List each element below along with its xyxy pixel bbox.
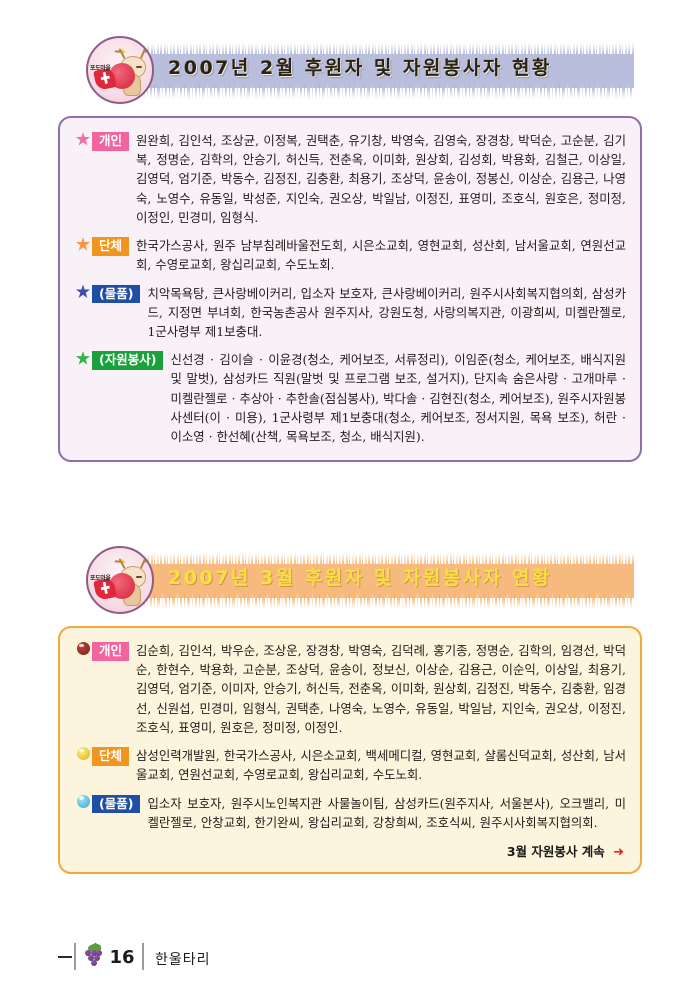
continue-note-label: 3월 자원봉사 계속	[506, 843, 605, 859]
entry-organization: 단체 삼성인력개발원, 한국가스공사, 시은소교회, 백세메디컬, 영현교회, …	[74, 746, 626, 784]
page-footer: 16 한울타리	[0, 940, 700, 974]
entry-text-goods: 치악목욕탕, 큰사랑베이커리, 입소자 보호자, 큰사랑베이커리, 원주시사회복…	[147, 285, 626, 339]
entry-volunteer: (자원봉사) 신선경 · 김이슬 · 이윤경(청소, 케어보조, 서류정리), …	[74, 350, 626, 446]
badge-cell: 개인	[92, 131, 130, 151]
brush-frill-bottom	[112, 594, 634, 610]
status-badge-goods: (물품)	[92, 794, 141, 814]
star-icon-blue	[75, 284, 91, 299]
badge-cell: (물품)	[92, 284, 141, 304]
star-icon-green	[75, 351, 91, 365]
badge-cell: 단체	[92, 746, 130, 766]
brush-frill-bottom	[112, 84, 634, 100]
sphere-icon-cyan	[76, 794, 90, 808]
content-box-march: 개인 김순희, 김인석, 박우순, 조상운, 장경창, 박영숙, 김덕례, 홍기…	[58, 626, 642, 874]
entry-goods: (물품) 치악목욕탕, 큰사랑베이커리, 입소자 보호자, 큰사랑베이커리, 원…	[74, 284, 626, 342]
entry-individual: 개인 원완희, 김인석, 조상균, 이정복, 권택춘, 유기창, 박영숙, 김영…	[74, 131, 626, 227]
continue-note: 3월 자원봉사 계속 ➜	[74, 841, 626, 860]
status-badge-individual: 개인	[92, 132, 130, 151]
status-badge-volunteer: (자원봉사)	[92, 351, 164, 370]
entry-text-individual: 김순희, 김인석, 박우순, 조상운, 장경창, 박영숙, 김덕례, 홍기종, …	[136, 643, 626, 735]
status-badge-individual: 개인	[92, 642, 130, 661]
entry-text-individual: 원완희, 김인석, 조상균, 이정복, 권택춘, 유기창, 박영숙, 김영숙, …	[136, 133, 626, 225]
grape-berries	[85, 950, 102, 969]
status-badge-goods: (물품)	[92, 284, 141, 304]
bullet-cell	[74, 794, 92, 808]
section-march: ✦ 포도마을 2007년 3월 후원자 및 자원봉사자 연황 개인 김순희, 김…	[0, 546, 700, 874]
badge-cell: (물품)	[92, 794, 141, 814]
entry-text-organization: 삼성인력개발원, 한국가스공사, 시은소교회, 백세메디컬, 영현교회, 샬롬신…	[136, 748, 626, 783]
banner-february: ✦ 포도마을 2007년 2월 후원자 및 자원봉사자 현황	[86, 36, 634, 108]
sphere-icon-yellow	[76, 747, 90, 761]
entry-goods: (물품) 입소자 보호자, 원주시노인복지관 사물놀이팀, 삼성카드(원주지사,…	[74, 794, 626, 832]
status-badge-organization: 단체	[92, 237, 130, 256]
entry-text-organization: 한국가스공사, 원주 남부침례바울전도회, 시은소교회, 영현교회, 성산회, …	[136, 238, 626, 273]
publication-name: 한울타리	[155, 952, 211, 968]
footer-rule	[58, 956, 72, 958]
bullet-cell	[74, 350, 92, 366]
bullet-cell	[74, 746, 92, 761]
page-number: 16	[109, 947, 135, 968]
grape-icon	[82, 942, 104, 970]
bullet-cell	[74, 641, 92, 655]
banner-title-march: 2007년 3월 후원자 및 자원봉사자 연황	[168, 567, 552, 589]
bullet-cell	[74, 284, 92, 300]
entry-text-goods: 입소자 보호자, 원주시노인복지관 사물놀이팀, 삼성카드(원주지사, 서울본사…	[147, 795, 626, 830]
badge-cell: 개인	[92, 641, 130, 661]
entry-text-volunteer: 신선경 · 김이슬 · 이윤경(청소, 케어보조, 서류정리), 이임준(청소,…	[170, 352, 626, 445]
badge-cell: 단체	[92, 236, 130, 256]
banner-march: ✦ 포도마을 2007년 3월 후원자 및 자원봉사자 연황	[86, 546, 634, 618]
entry-individual: 개인 김순희, 김인석, 박우순, 조상운, 장경창, 박영숙, 김덕례, 홍기…	[74, 641, 626, 737]
podomaeul-logo: ✦ 포도마을	[86, 36, 154, 104]
bullet-cell	[74, 236, 92, 252]
arrow-right-icon: ➜	[613, 844, 624, 860]
footer-divider-left	[74, 943, 76, 970]
logo-label: 포도마을	[90, 575, 111, 582]
banner-brush-texture	[112, 552, 634, 610]
status-badge-organization: 단체	[92, 747, 130, 766]
banner-brush-texture	[112, 42, 634, 100]
brush-core	[112, 564, 634, 598]
badge-cell: (자원봉사)	[92, 350, 164, 370]
content-box-february: 개인 원완희, 김인석, 조상균, 이정복, 권택춘, 유기창, 박영숙, 김영…	[58, 116, 642, 463]
banner-title-february: 2007년 2월 후원자 및 자원봉사자 현황	[168, 57, 552, 79]
podomaeul-logo: ✦ 포도마을	[86, 546, 154, 614]
logo-label: 포도마을	[90, 65, 111, 72]
bullet-cell	[74, 131, 92, 147]
section-february: ✦ 포도마을 2007년 2월 후원자 및 자원봉사자 현황 개인 원완희, 김…	[0, 36, 700, 463]
star-icon-orange	[75, 237, 91, 251]
star-icon-pink	[75, 132, 91, 146]
footer-divider-right	[142, 943, 144, 970]
sphere-icon-darkred	[76, 642, 90, 655]
brush-core	[112, 54, 634, 88]
entry-organization: 단체 한국가스공사, 원주 남부침례바울전도회, 시은소교회, 영현교회, 성산…	[74, 236, 626, 274]
